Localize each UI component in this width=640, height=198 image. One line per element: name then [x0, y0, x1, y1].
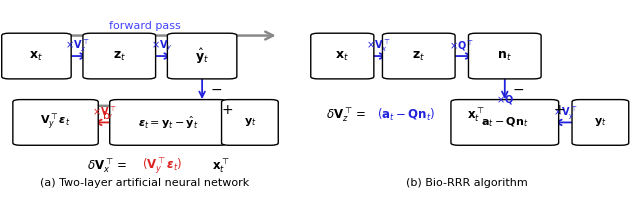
Text: $+$: $+$ — [552, 103, 564, 117]
Text: $\times\mathbf{V}_y$: $\times\mathbf{V}_y$ — [151, 39, 173, 53]
FancyBboxPatch shape — [109, 100, 227, 145]
Text: $\mathbf{x}_t$: $\mathbf{x}_t$ — [29, 50, 44, 63]
Text: $\mathbf{y}_t$: $\mathbf{y}_t$ — [594, 116, 607, 129]
Text: $\mathbf{a}_t - \mathbf{Q}\mathbf{n}_t$: $\mathbf{a}_t - \mathbf{Q}\mathbf{n}_t$ — [481, 116, 529, 129]
Text: $\delta\mathbf{V}_x^\top = $: $\delta\mathbf{V}_x^\top = $ — [88, 156, 127, 175]
FancyBboxPatch shape — [572, 100, 628, 145]
FancyBboxPatch shape — [383, 33, 455, 79]
Text: $\mathbf{z}_t$: $\mathbf{z}_t$ — [412, 50, 426, 63]
Text: (a) Two-layer artificial neural network: (a) Two-layer artificial neural network — [40, 178, 250, 188]
Text: $\mathbf{x}_t^\top$: $\mathbf{x}_t^\top$ — [467, 105, 484, 124]
Text: $(\mathbf{a}_t - \mathbf{Q}\mathbf{n}_t)$: $(\mathbf{a}_t - \mathbf{Q}\mathbf{n}_t)… — [378, 107, 436, 123]
FancyBboxPatch shape — [13, 100, 99, 145]
Text: $-$: $-$ — [210, 82, 222, 96]
Text: (b) Bio-RRR algorithm: (b) Bio-RRR algorithm — [406, 178, 527, 188]
Text: $(\mathbf{V}_y^\top \boldsymbol{\epsilon}_t)$: $(\mathbf{V}_y^\top \boldsymbol{\epsilon… — [141, 155, 182, 176]
Text: forward pass: forward pass — [109, 21, 180, 31]
FancyBboxPatch shape — [2, 33, 71, 79]
FancyBboxPatch shape — [451, 100, 559, 145]
Text: $\hat{\mathbf{y}}_t$: $\hat{\mathbf{y}}_t$ — [195, 47, 209, 66]
Text: $\mathbf{V}_y^\top \boldsymbol{\epsilon}_t$: $\mathbf{V}_y^\top \boldsymbol{\epsilon}… — [40, 113, 71, 132]
Text: backward pass: backward pass — [103, 111, 186, 121]
FancyBboxPatch shape — [221, 100, 278, 145]
Text: $\mathbf{x}_t^\top$: $\mathbf{x}_t^\top$ — [212, 156, 230, 175]
Text: $\mathbf{z}_t$: $\mathbf{z}_t$ — [113, 50, 126, 63]
Text: $+$: $+$ — [221, 103, 233, 117]
FancyBboxPatch shape — [83, 33, 156, 79]
Text: $\times\mathbf{V}_y^\top$: $\times\mathbf{V}_y^\top$ — [92, 104, 116, 121]
Text: $\delta\mathbf{V}_z^\top = $: $\delta\mathbf{V}_z^\top = $ — [326, 105, 367, 124]
Text: $-$: $-$ — [513, 82, 525, 96]
Text: $\times\mathbf{Q}$: $\times\mathbf{Q}$ — [496, 92, 514, 106]
Text: $\boldsymbol{\epsilon}_t = \mathbf{y}_t - \hat{\mathbf{y}}_t$: $\boldsymbol{\epsilon}_t = \mathbf{y}_t … — [138, 114, 198, 131]
FancyBboxPatch shape — [168, 33, 237, 79]
Text: $\mathbf{x}_t$: $\mathbf{x}_t$ — [335, 50, 349, 63]
FancyBboxPatch shape — [311, 33, 374, 79]
Text: $\mathbf{y}_t$: $\mathbf{y}_t$ — [244, 116, 256, 129]
Text: $\times\mathbf{V}_y^\top$: $\times\mathbf{V}_y^\top$ — [554, 104, 578, 121]
Text: $\times\mathbf{Q}^\top$: $\times\mathbf{Q}^\top$ — [449, 39, 474, 53]
FancyBboxPatch shape — [468, 33, 541, 79]
Text: $\times\mathbf{V}_x^\top$: $\times\mathbf{V}_x^\top$ — [366, 38, 390, 54]
Text: $\mathbf{n}_t$: $\mathbf{n}_t$ — [497, 50, 512, 63]
Text: $\times\mathbf{V}_x^\top$: $\times\mathbf{V}_x^\top$ — [65, 38, 90, 54]
